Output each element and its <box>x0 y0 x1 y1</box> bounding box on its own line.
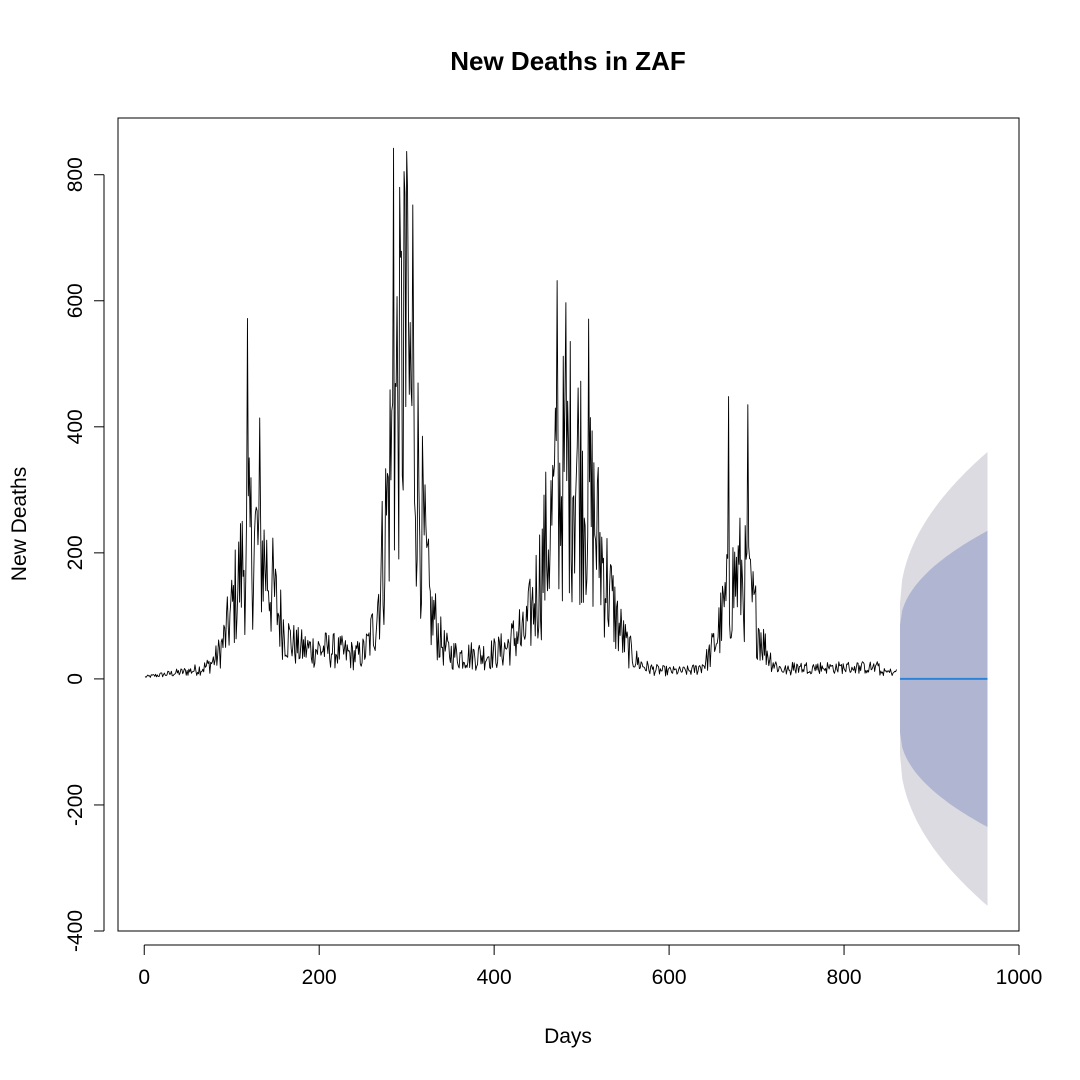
x-tick-label: 1000 <box>996 966 1043 989</box>
y-tick-label: 200 <box>64 535 87 570</box>
x-tick-label: 400 <box>477 966 512 989</box>
series-observed-line <box>144 147 897 678</box>
y-tick-label: 600 <box>64 283 87 318</box>
plot-frame <box>117 117 1020 932</box>
y-tick-label: -400 <box>64 910 87 952</box>
y-tick-label: -200 <box>64 784 87 826</box>
x-tick-label: 600 <box>652 966 687 989</box>
x-tick-label: 0 <box>138 966 150 989</box>
x-tick-label: 200 <box>302 966 337 989</box>
x-tick-label: 800 <box>827 966 862 989</box>
series-layer <box>144 147 988 680</box>
y-tick-label: 0 <box>64 673 87 685</box>
y-tick-label: 400 <box>64 409 87 444</box>
y-tick-label: 800 <box>64 157 87 192</box>
x-axis-label: Days <box>544 1025 592 1048</box>
chart-title: New Deaths in ZAF <box>450 46 685 76</box>
y-axis-label: New Deaths <box>8 467 31 581</box>
x-axis: 0 200 400 600 800 1000 <box>138 944 1043 989</box>
y-axis: -400 -200 0 200 400 600 800 <box>64 157 105 952</box>
